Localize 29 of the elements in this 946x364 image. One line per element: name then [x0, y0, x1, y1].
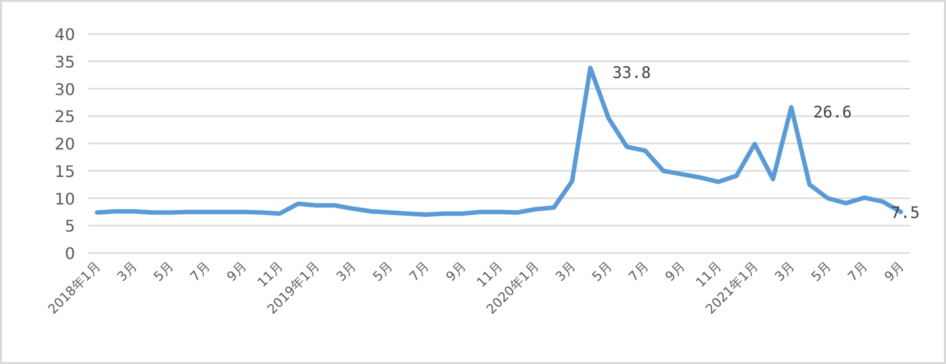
x-tick-label: 3月	[334, 259, 360, 285]
x-tick-label: 3月	[772, 259, 798, 285]
x-tick-label: 3月	[114, 259, 140, 285]
y-tick-label: 15	[54, 162, 75, 181]
x-tick-label: 7月	[626, 259, 652, 285]
data-label: 33.8	[612, 62, 651, 82]
x-tick-label: 5月	[370, 259, 396, 285]
y-tick-label: 40	[54, 25, 75, 44]
x-tick-label: 5月	[590, 259, 616, 285]
data-label: 7.5	[890, 202, 920, 222]
x-tick-label: 7月	[407, 259, 433, 285]
y-tick-label: 0	[64, 244, 75, 263]
x-tick-label: 9月	[224, 259, 250, 285]
y-tick-label: 5	[64, 216, 75, 236]
x-tick-label: 9月	[662, 259, 688, 285]
x-tick-label: 11月	[474, 259, 506, 291]
data-label: 26.6	[813, 102, 852, 122]
x-tick-label: 7月	[188, 259, 214, 285]
y-tick-label: 25	[54, 107, 75, 126]
y-tick-label: 35	[54, 52, 75, 72]
x-tick-label: 9月	[444, 259, 470, 285]
y-tick-label: 20	[54, 134, 75, 154]
x-tick-label: 5月	[151, 259, 178, 285]
x-tick-label: 7月	[846, 259, 872, 285]
x-tick-label: 3月	[553, 259, 579, 285]
y-tick-label: 10	[54, 189, 75, 208]
y-tick-label: 30	[54, 80, 75, 99]
x-tick-label: 9月	[882, 259, 908, 285]
x-tick-label: 5月	[808, 259, 835, 285]
